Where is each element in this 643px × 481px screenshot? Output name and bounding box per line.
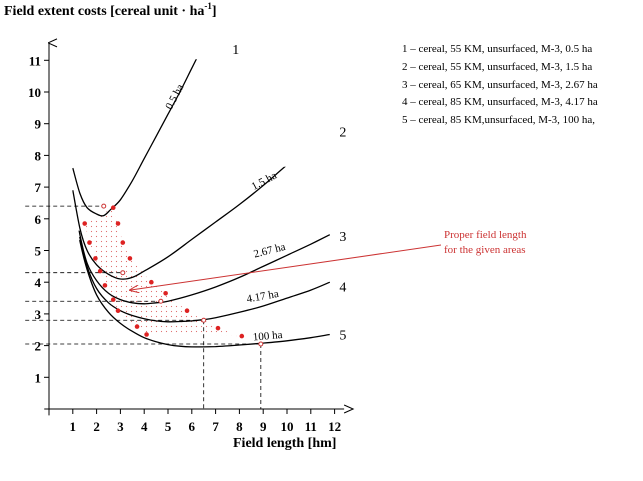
y-tick-label: 10 — [28, 85, 41, 100]
y-tick-label: 4 — [35, 275, 42, 290]
boundary-dot-5 — [102, 283, 108, 288]
x-tick-label: 6 — [189, 419, 196, 434]
y-tick-label: 9 — [35, 117, 42, 132]
legend-entry-2: 2 – cereal, 55 KM, unsurfaced, M-3, 1.5 … — [402, 61, 592, 73]
boundary-dot-9 — [144, 332, 149, 337]
y-tick-label: 7 — [35, 180, 42, 195]
curve-number-5: 5 — [339, 328, 346, 343]
boundary-dot-16 — [184, 308, 190, 314]
optimum-point-4 — [201, 317, 207, 323]
boundary-dot-14 — [149, 279, 154, 285]
y-tick-label: 1 — [35, 370, 42, 385]
boundary-dot-17 — [215, 325, 221, 331]
boundary-dot-6 — [110, 297, 116, 302]
optimum-zone — [84, 207, 242, 337]
annotation-line-1: Proper field length — [444, 229, 527, 241]
x-tick-label: 12 — [328, 419, 341, 434]
legend: 1 – cereal, 55 KM, unsurfaced, M-3, 0.5 … — [402, 43, 598, 126]
boundary-dot-18 — [239, 333, 245, 339]
optimum-point-1 — [101, 203, 107, 209]
x-tick-label: 7 — [212, 419, 219, 434]
boundary-dot-4 — [97, 268, 103, 274]
optimum-point-2 — [120, 270, 126, 276]
area-label-5: 100 ha — [252, 329, 283, 344]
y-axis-title: Field extent costs [cereal unit · ha-1] — [4, 1, 217, 19]
annotation-arrow — [130, 244, 442, 290]
legend-entry-4: 4 – cereal, 85 KM, unsurfaced, M-3, 4.17… — [402, 96, 598, 108]
optimum-point-3 — [158, 298, 164, 304]
boundary-dot-13 — [127, 256, 133, 261]
curve-number-4: 4 — [339, 281, 346, 296]
boundary-dot-8 — [134, 324, 140, 329]
area-label-1: 0.5 ha — [163, 82, 186, 111]
boundary-dots — [82, 203, 264, 347]
x-axis-title: Field length [hm] — [233, 436, 336, 451]
legend-entry-5: 5 – cereal, 85 KM,unsurfaced, M-3, 100 h… — [402, 114, 595, 126]
annotation-line-2: for the given areas — [444, 244, 526, 256]
curve-number-3: 3 — [339, 230, 346, 245]
boundary-dot-10 — [110, 205, 116, 211]
y-tick-label: 2 — [35, 339, 42, 354]
curve-3 — [73, 193, 330, 303]
y-tick-label: 8 — [35, 148, 42, 163]
annotation: Proper field length for the given areas — [444, 229, 527, 256]
x-tick-label: 11 — [305, 419, 317, 434]
x-axis-arrow — [343, 404, 355, 414]
x-tick-label: 1 — [70, 419, 77, 434]
x-tick-label: 8 — [236, 419, 243, 434]
reference-lines — [25, 205, 262, 409]
x-tick-label: 3 — [117, 419, 124, 434]
stippled-zone — [84, 207, 242, 337]
curve-1 — [73, 22, 216, 216]
curve-number-1: 1 — [232, 43, 239, 58]
boundary-dot-3 — [93, 256, 98, 261]
curve-4 — [73, 200, 330, 322]
boundary-dot-7 — [115, 308, 121, 314]
curve-2 — [73, 130, 330, 279]
x-tick-label: 5 — [165, 419, 172, 434]
y-tick-label: 6 — [35, 212, 42, 227]
boundary-dot-2 — [87, 240, 92, 245]
x-tick-label: 9 — [260, 419, 267, 434]
legend-entry-3: 3 – cereal, 65 KM, unsurfaced, M-3, 2.67… — [402, 79, 598, 91]
area-label-2: 1.5 ha — [249, 170, 278, 193]
boundary-dot-1 — [82, 221, 87, 226]
area-label-4: 4.17 ha — [246, 288, 280, 305]
legend-entry-1: 1 – cereal, 55 KM, unsurfaced, M-3, 0.5 … — [402, 43, 592, 55]
boundary-dot-11 — [115, 221, 121, 226]
cost-curves — [73, 22, 330, 347]
x-tick-label: 4 — [141, 419, 148, 434]
y-tick-label: 11 — [29, 53, 41, 68]
curve-number-2: 2 — [339, 125, 346, 140]
y-tick-label: 5 — [35, 244, 42, 259]
boundary-dot-12 — [120, 240, 126, 245]
x-tick-label: 2 — [93, 419, 100, 434]
boundary-dot-15 — [163, 290, 168, 296]
optimum-point-5 — [258, 341, 264, 347]
y-tick-label: 3 — [35, 307, 42, 322]
x-tick-label: 10 — [281, 419, 294, 434]
